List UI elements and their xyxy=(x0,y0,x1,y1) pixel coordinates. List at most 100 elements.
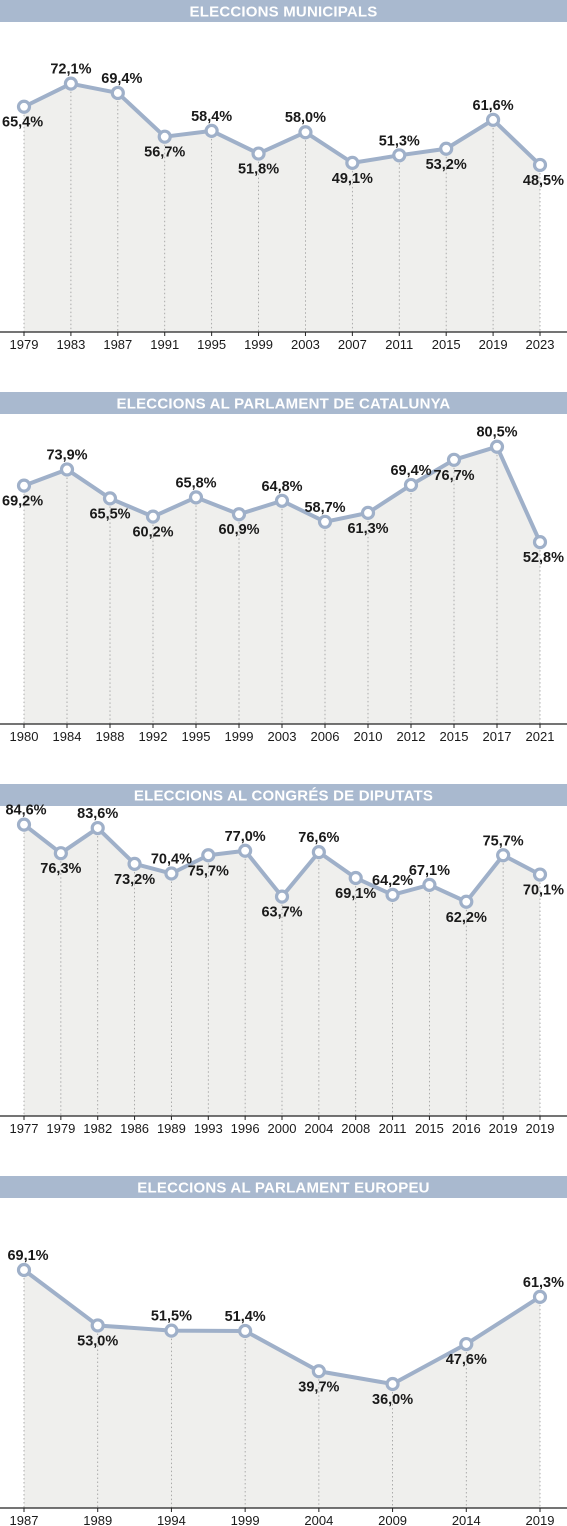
data-label: 76,6% xyxy=(298,830,339,846)
data-point xyxy=(251,146,266,161)
x-tick-label: 1986 xyxy=(120,1121,149,1136)
chart-title: ELECCIONS AL PARLAMENT EUROPEU xyxy=(137,1180,429,1197)
data-point xyxy=(16,1262,32,1278)
x-tick-label: 1992 xyxy=(139,729,168,744)
x-tick-label: 1996 xyxy=(231,1121,260,1136)
x-tick-label: 1999 xyxy=(225,729,254,744)
data-label: 69,2% xyxy=(2,494,43,510)
data-label: 64,2% xyxy=(372,873,413,889)
data-label: 72,1% xyxy=(50,62,91,78)
area-fill xyxy=(24,824,540,1116)
x-tick-label: 2007 xyxy=(338,337,367,352)
x-tick-label: 2004 xyxy=(304,1513,333,1526)
x-tick-label: 1980 xyxy=(10,729,39,744)
data-point xyxy=(127,856,142,871)
data-point xyxy=(274,889,290,904)
data-label: 51,8% xyxy=(238,162,279,178)
data-label: 69,4% xyxy=(101,71,142,87)
x-tick-label: 2011 xyxy=(385,337,413,352)
x-tick-label: 2023 xyxy=(526,337,555,352)
data-label: 61,6% xyxy=(473,98,514,114)
x-tick-label: 2015 xyxy=(432,337,461,352)
data-label: 65,8% xyxy=(175,475,216,491)
data-label: 83,6% xyxy=(77,806,118,822)
data-label: 69,1% xyxy=(335,886,376,902)
x-tick-label: 2016 xyxy=(452,1121,481,1136)
x-tick-label: 1994 xyxy=(157,1513,186,1526)
data-label: 70,4% xyxy=(151,852,192,868)
x-tick-label: 1995 xyxy=(197,337,226,352)
data-point xyxy=(16,99,32,114)
data-label: 49,1% xyxy=(332,171,373,187)
x-tick-label: 2014 xyxy=(452,1513,481,1526)
data-point xyxy=(90,1318,105,1333)
data-point xyxy=(532,867,548,882)
x-tick-label: 1984 xyxy=(53,729,82,744)
data-point xyxy=(16,817,32,832)
data-point xyxy=(345,155,360,170)
x-tick-label: 2004 xyxy=(304,1121,333,1136)
data-point xyxy=(298,125,313,140)
data-point xyxy=(446,452,462,467)
plot-area: 65,4% 72,1% 69,4% 56,7% 58,4% 51,8% 58,0% 49,1%… xyxy=(0,62,567,352)
data-point xyxy=(201,848,216,863)
data-label: 60,9% xyxy=(218,522,259,538)
x-tick-label: 1977 xyxy=(10,1121,39,1136)
chart-parlament-catalunya: ELECCIONS AL PARLAMENT DE CATALUNYA 69,2… xyxy=(0,392,567,744)
data-label: 73,9% xyxy=(46,447,87,463)
x-tick-label: 2011 xyxy=(379,1121,407,1136)
plot-area: 69,2% 73,9% 65,5%60,2% 65,8% 60,9% 64,8%58,7%… xyxy=(0,425,567,744)
chart-municipals: ELECCIONS MUNICIPALS 65,4% 72,1% 69,4% 56,7… xyxy=(0,0,567,352)
x-tick-label: 2017 xyxy=(483,729,512,744)
x-tick-label: 2003 xyxy=(268,729,297,744)
data-label: 48,5% xyxy=(523,173,564,189)
x-tick-label: 1983 xyxy=(56,337,85,352)
area-fill xyxy=(24,83,540,333)
data-point xyxy=(238,1323,253,1339)
x-tick-label: 1989 xyxy=(157,1121,186,1136)
data-label: 58,0% xyxy=(285,110,326,126)
chart-congres-diputats: ELECCIONS AL CONGRÉS DE DIPUTATS 84,6% 76… xyxy=(0,784,567,1136)
data-point xyxy=(90,820,105,836)
x-tick-label: 1982 xyxy=(83,1121,112,1136)
data-point xyxy=(422,877,437,892)
data-label: 64,8% xyxy=(261,479,302,495)
x-tick-label: 2010 xyxy=(354,729,383,744)
data-label: 36,0% xyxy=(372,1392,413,1408)
data-point xyxy=(59,462,75,477)
data-point xyxy=(532,535,548,550)
data-label: 75,7% xyxy=(188,863,229,879)
x-tick-label: 2019 xyxy=(526,1121,555,1136)
data-point xyxy=(317,514,333,529)
data-point xyxy=(110,85,125,101)
plot-area: 69,1% 53,0% 51,5% 51,4% 39,7% 36,0% 47,6% 61,3%… xyxy=(0,1248,567,1526)
data-label: 58,4% xyxy=(191,109,232,125)
data-point xyxy=(188,490,204,505)
data-label: 51,4% xyxy=(225,1309,266,1325)
x-tick-label: 2012 xyxy=(397,729,426,744)
data-point xyxy=(231,507,247,522)
x-tick-label: 2015 xyxy=(440,729,469,744)
x-tick-label: 2008 xyxy=(341,1121,370,1136)
x-tick-label: 1987 xyxy=(10,1513,39,1526)
x-tick-label: 1987 xyxy=(103,337,132,352)
chart-title-bar xyxy=(0,784,567,806)
data-point xyxy=(102,491,118,506)
data-label: 67,1% xyxy=(409,863,450,879)
data-label: 53,2% xyxy=(426,157,467,173)
data-point xyxy=(392,148,407,163)
data-point xyxy=(489,439,505,454)
data-label: 47,6% xyxy=(446,1352,487,1368)
data-label: 62,2% xyxy=(446,910,487,926)
data-label: 75,7% xyxy=(483,833,524,849)
data-label: 39,7% xyxy=(298,1379,339,1395)
data-label: 65,5% xyxy=(89,506,130,522)
data-point xyxy=(164,866,179,881)
data-point xyxy=(459,1336,474,1352)
x-tick-label: 1979 xyxy=(46,1121,75,1136)
x-tick-label: 1999 xyxy=(244,337,273,352)
data-point xyxy=(348,870,363,886)
data-label: 63,7% xyxy=(261,905,302,921)
data-label: 84,6% xyxy=(5,803,46,819)
data-point xyxy=(532,157,548,173)
